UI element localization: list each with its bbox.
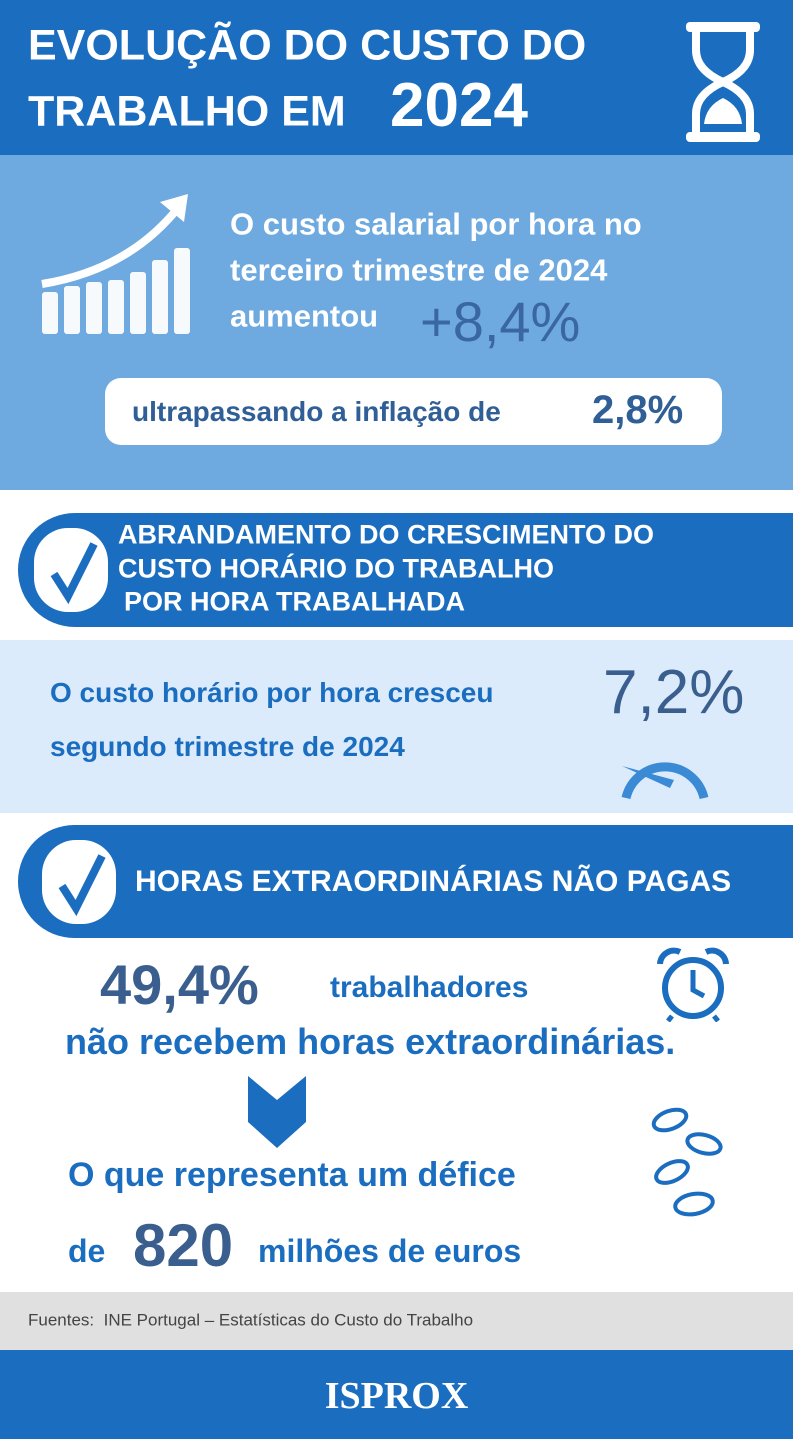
title: EVOLUÇÃO DO CUSTO DO bbox=[28, 21, 587, 70]
text: segundo trimestre de 2024 bbox=[50, 731, 405, 762]
banner-text: POR HORA TRABALHADA bbox=[124, 586, 465, 617]
text: milhões de euros bbox=[258, 1233, 522, 1269]
text: O custo salarial por hora no bbox=[230, 206, 642, 242]
coins-icon bbox=[651, 1107, 723, 1217]
hourly-section bbox=[0, 640, 793, 813]
text: de bbox=[68, 1233, 106, 1269]
banner-text: CUSTO HORÁRIO DO TRABALHO bbox=[118, 553, 554, 584]
footer-source bbox=[0, 1292, 793, 1350]
text: O custo horário por hora cresceu bbox=[50, 677, 494, 708]
banner-text: HORAS EXTRAORDINÁRIAS NÃO PAGAS bbox=[135, 865, 732, 898]
text: terceiro trimestre de 2024 bbox=[230, 252, 608, 288]
check-icon bbox=[34, 528, 108, 612]
gauge-icon bbox=[621, 762, 709, 800]
text: aumentou bbox=[230, 298, 379, 334]
big-value: 49,4% bbox=[100, 953, 259, 1016]
banner-text: ABRANDAMENTO DO CRESCIMENTO DO bbox=[118, 519, 655, 550]
arrow-icon bbox=[248, 1076, 306, 1148]
header bbox=[0, 0, 793, 155]
source: Fuentes: INE Portugal – Estatísticas do … bbox=[28, 1310, 474, 1330]
title: TRABALHO EM bbox=[28, 87, 346, 136]
hourglass-icon bbox=[686, 22, 760, 142]
banner bbox=[18, 825, 793, 938]
banner bbox=[18, 513, 793, 627]
text: trabalhadores bbox=[330, 971, 529, 1004]
brand: ISPROX bbox=[324, 1375, 469, 1417]
value: 2,8% bbox=[592, 388, 684, 432]
text: ultrapassando a inflação de bbox=[132, 396, 501, 427]
big-value: 7,2% bbox=[603, 658, 745, 727]
growth-icon bbox=[41, 194, 190, 334]
check-icon bbox=[42, 840, 116, 924]
clock-icon bbox=[657, 947, 729, 1022]
big-value: +8,4% bbox=[420, 290, 581, 353]
footer-brand bbox=[0, 1350, 793, 1439]
big-value: 820 bbox=[133, 1212, 234, 1279]
year: 2024 bbox=[390, 71, 528, 140]
pill bbox=[105, 378, 722, 445]
text: O que representa um défice bbox=[68, 1156, 516, 1194]
text: não recebem horas extraordinárias. bbox=[65, 1021, 676, 1062]
